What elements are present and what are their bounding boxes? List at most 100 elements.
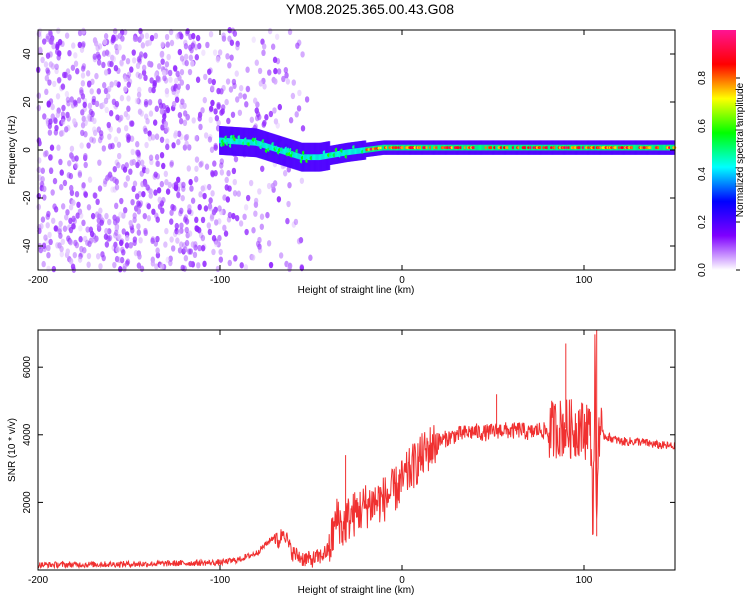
heatmap-noise-cell: [125, 234, 130, 242]
heatmap-noise-cell: [81, 182, 86, 189]
heatmap-noise-cell: [225, 196, 231, 203]
heatmap-noise-cell: [191, 32, 196, 40]
heatmap-noise-cell: [245, 194, 251, 202]
heatmap-carrier-core: [336, 151, 339, 157]
spectrogram-y-ticks: -40 -20 0 20 40: [22, 48, 675, 253]
heatmap-carrier-core: [509, 144, 512, 151]
heatmap-noise-cell: [222, 224, 227, 232]
heatmap-noise-cell: [132, 180, 138, 187]
heatmap-noise-cell: [54, 124, 59, 132]
heatmap-noise-cell: [137, 201, 142, 209]
heatmap-noise-cell: [59, 250, 64, 258]
heatmap-noise-cell: [232, 82, 237, 90]
heatmap-noise-cell: [182, 119, 188, 127]
heatmap-noise-cell: [69, 152, 74, 160]
heatmap-noise-cell: [183, 110, 188, 117]
heatmap-noise-cell: [176, 191, 181, 199]
heatmap-noise-cell: [47, 79, 52, 86]
heatmap-noise-cell: [160, 207, 165, 214]
heatmap-noise-cell: [208, 116, 213, 124]
heatmap-noise-cell: [136, 223, 141, 230]
heatmap-carrier-core: [348, 149, 351, 155]
heatmap-noise-cell: [114, 100, 120, 108]
heatmap-noise-cell: [253, 123, 258, 130]
heatmap-carrier-core: [227, 138, 230, 144]
heatmap-noise-cell: [91, 95, 97, 103]
heatmap-noise-cell: [253, 197, 259, 205]
heatmap-carrier-core: [496, 144, 499, 151]
heatmap-noise-cell: [100, 101, 106, 109]
heatmap-noise-cell: [254, 59, 259, 66]
heatmap-noise-cell: [201, 49, 206, 56]
heatmap-carrier-core: [257, 140, 260, 147]
heatmap-noise-cell: [68, 239, 73, 246]
heatmap-noise-cell: [245, 85, 250, 93]
heatmap-noise-cell: [81, 219, 86, 227]
heatmap-carrier-core: [322, 153, 325, 160]
heatmap-noise-cell: [176, 83, 181, 90]
heatmap-noise-cell: [285, 217, 290, 225]
heatmap-noise-cell: [196, 262, 201, 269]
heatmap-noise-cell: [179, 68, 185, 76]
heatmap-noise-cell: [115, 114, 120, 121]
heatmap-noise-cell: [149, 77, 154, 84]
heatmap-noise-cell: [59, 184, 64, 191]
heatmap-carrier-core: [477, 144, 480, 151]
heatmap-noise-cell: [235, 96, 240, 103]
heatmap-noise-cell: [206, 222, 211, 229]
heatmap-carrier-core: [479, 144, 482, 151]
heatmap-noise-cell: [38, 46, 43, 54]
heatmap-noise-cell: [281, 75, 286, 83]
heatmap-noise-cell: [73, 162, 79, 169]
heatmap-carrier-core: [637, 144, 640, 151]
heatmap-noise-cell: [219, 208, 224, 216]
heatmap-noise-cell: [227, 211, 233, 219]
heatmap-noise-cell: [137, 253, 142, 260]
heatmap-noise-cell: [85, 70, 91, 77]
heatmap-noise-cell: [186, 165, 191, 172]
heatmap-noise-cell: [163, 120, 169, 128]
heatmap-noise-cell: [159, 136, 165, 143]
heatmap-noise-cell: [114, 159, 120, 166]
heatmap-carrier-core: [486, 144, 489, 151]
heatmap-noise-cell: [111, 34, 116, 41]
heatmap-noise-cell: [114, 43, 119, 51]
heatmap-noise-cell: [147, 99, 153, 106]
snr-y-axis-label: SNR (10 * v/v): [7, 418, 18, 482]
heatmap-noise-cell: [204, 163, 210, 170]
heatmap-noise-cell: [103, 33, 109, 40]
snr-x-tick-label: -100: [210, 575, 230, 586]
spectrogram-x-tick-label: -100: [210, 275, 230, 286]
heatmap-carrier-core: [548, 144, 551, 151]
heatmap-noise-cell: [78, 225, 83, 232]
heatmap-noise-cell: [167, 181, 172, 189]
heatmap-noise-cell: [202, 260, 207, 268]
heatmap-noise-cell: [141, 69, 147, 76]
heatmap-carrier-core: [661, 144, 664, 151]
heatmap-noise-cell: [101, 254, 106, 262]
heatmap-carrier-core: [304, 154, 307, 161]
heatmap-noise-cell: [185, 29, 190, 37]
heatmap-noise-cell: [122, 28, 128, 36]
heatmap-noise-cell: [173, 77, 179, 84]
heatmap-carrier-core: [296, 152, 299, 159]
heatmap-carrier-core: [289, 150, 292, 157]
heatmap-noise-cell: [272, 56, 278, 64]
heatmap-noise-cell: [211, 248, 216, 256]
heatmap-carrier-core: [403, 144, 406, 151]
heatmap-carrier-core: [343, 150, 346, 156]
heatmap-noise-cell: [181, 185, 186, 192]
heatmap-noise-cell: [51, 217, 56, 224]
heatmap-noise-cell: [45, 52, 51, 59]
heatmap-carrier-core: [478, 144, 481, 151]
heatmap-noise-cell: [129, 120, 135, 127]
heatmap-noise-cell: [190, 197, 196, 204]
heatmap-noise-cell: [55, 93, 61, 100]
heatmap-noise-cell: [237, 109, 243, 116]
heatmap-noise-cell: [159, 151, 165, 159]
heatmap-carrier-core: [264, 142, 267, 149]
heatmap-noise-cell: [227, 62, 232, 69]
heatmap-noise-cell: [231, 212, 236, 220]
heatmap-noise-cell: [224, 98, 229, 106]
heatmap-noise-cell: [245, 85, 251, 93]
